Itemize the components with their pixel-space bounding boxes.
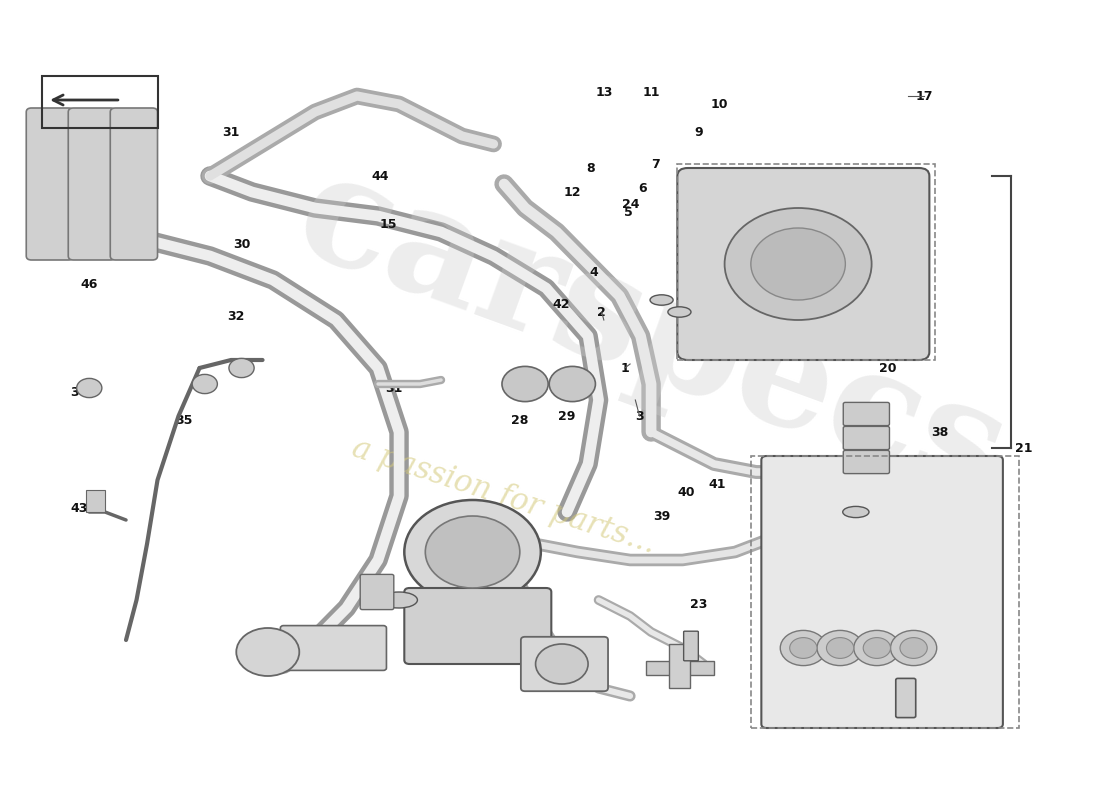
Text: 34: 34 — [70, 386, 87, 398]
FancyBboxPatch shape — [280, 626, 386, 670]
Text: 2: 2 — [597, 306, 606, 318]
Text: 27: 27 — [590, 650, 607, 662]
FancyBboxPatch shape — [68, 108, 116, 260]
FancyBboxPatch shape — [26, 108, 74, 260]
Text: 42: 42 — [552, 298, 570, 310]
Bar — [646, 661, 714, 675]
Text: 19: 19 — [879, 338, 896, 350]
Text: a passion for parts...: a passion for parts... — [349, 432, 660, 560]
Text: 8: 8 — [586, 162, 594, 174]
FancyBboxPatch shape — [761, 456, 1003, 728]
FancyBboxPatch shape — [683, 631, 698, 661]
Bar — [42, 76, 157, 128]
Text: 33: 33 — [118, 150, 134, 162]
Text: 35: 35 — [175, 414, 192, 426]
Text: 28: 28 — [512, 414, 528, 426]
Circle shape — [236, 628, 299, 676]
Text: 45: 45 — [931, 490, 948, 502]
FancyBboxPatch shape — [844, 426, 890, 450]
Ellipse shape — [668, 306, 691, 317]
Circle shape — [549, 366, 595, 402]
FancyBboxPatch shape — [405, 588, 551, 664]
Circle shape — [502, 366, 548, 402]
Circle shape — [536, 644, 588, 684]
Text: 40: 40 — [676, 486, 694, 498]
FancyBboxPatch shape — [895, 678, 915, 718]
Text: 41: 41 — [708, 478, 726, 490]
Circle shape — [817, 630, 864, 666]
Text: 12: 12 — [563, 186, 581, 198]
Text: 9: 9 — [694, 126, 703, 138]
Ellipse shape — [650, 295, 673, 305]
Text: 23: 23 — [690, 598, 707, 610]
Text: 18: 18 — [879, 314, 896, 326]
Text: 5: 5 — [624, 206, 632, 218]
Circle shape — [864, 638, 891, 658]
Text: 43: 43 — [70, 502, 87, 514]
Text: 32: 32 — [228, 310, 245, 322]
Circle shape — [725, 208, 871, 320]
Bar — [678, 164, 935, 360]
Text: 36: 36 — [932, 506, 948, 518]
Text: 11: 11 — [642, 86, 660, 98]
Circle shape — [826, 638, 854, 658]
Ellipse shape — [843, 506, 869, 518]
Text: 38: 38 — [932, 426, 948, 438]
FancyBboxPatch shape — [844, 402, 890, 426]
Text: 39: 39 — [653, 510, 670, 522]
Text: 29: 29 — [559, 410, 575, 422]
Text: 15: 15 — [379, 218, 397, 230]
Text: 7: 7 — [651, 158, 660, 170]
FancyBboxPatch shape — [521, 637, 608, 691]
Text: 3: 3 — [635, 410, 643, 422]
FancyBboxPatch shape — [360, 574, 394, 610]
Text: 30: 30 — [233, 238, 250, 250]
Circle shape — [891, 630, 937, 666]
Text: 22: 22 — [931, 538, 948, 550]
Circle shape — [790, 638, 817, 658]
Text: 31: 31 — [222, 126, 240, 138]
FancyBboxPatch shape — [844, 450, 890, 474]
Text: 4: 4 — [588, 266, 597, 278]
Circle shape — [751, 228, 846, 300]
Bar — [669, 644, 690, 688]
Text: 31: 31 — [385, 382, 403, 394]
Ellipse shape — [381, 592, 417, 608]
FancyBboxPatch shape — [110, 108, 157, 260]
Circle shape — [854, 630, 900, 666]
Text: 44: 44 — [372, 170, 389, 182]
Text: 13: 13 — [595, 86, 613, 98]
FancyBboxPatch shape — [678, 168, 930, 360]
Text: 20: 20 — [879, 362, 896, 374]
Text: 6: 6 — [638, 182, 647, 194]
Circle shape — [900, 638, 927, 658]
Circle shape — [192, 374, 218, 394]
Circle shape — [405, 500, 541, 604]
Circle shape — [780, 630, 826, 666]
Text: 1: 1 — [620, 362, 629, 374]
Text: 33: 33 — [76, 234, 92, 246]
Circle shape — [426, 516, 520, 588]
Text: 10: 10 — [711, 98, 728, 110]
Text: 27: 27 — [285, 650, 303, 662]
Text: 25: 25 — [886, 274, 903, 286]
Circle shape — [77, 378, 102, 398]
Text: 26: 26 — [453, 610, 471, 622]
Bar — [86, 490, 104, 512]
Bar — [751, 456, 1019, 728]
Text: carspecs: carspecs — [277, 139, 1025, 533]
Text: 46: 46 — [80, 278, 98, 290]
Text: 37: 37 — [932, 466, 948, 478]
FancyBboxPatch shape — [769, 502, 980, 722]
Text: 21: 21 — [1015, 442, 1033, 454]
Text: 24: 24 — [623, 198, 640, 210]
Circle shape — [229, 358, 254, 378]
Text: 17: 17 — [915, 90, 933, 102]
